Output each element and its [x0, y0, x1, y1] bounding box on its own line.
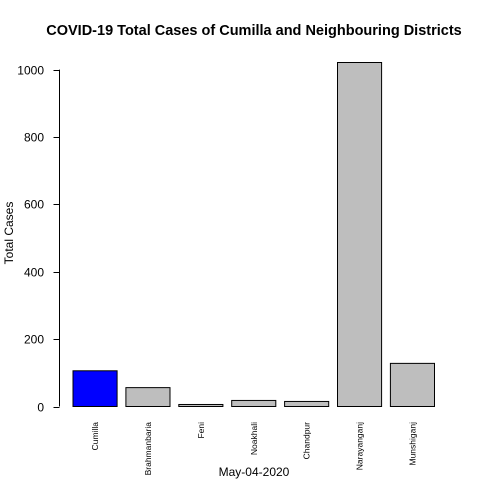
x-axis-label: May-04-2020 [219, 465, 290, 479]
y-tick-label: 800 [24, 131, 44, 145]
x-tick-label: Chandpur [302, 422, 312, 460]
bars [72, 62, 435, 408]
y-tick-label: 400 [24, 266, 44, 280]
y-tick-label: 600 [24, 198, 44, 212]
y-tick-label: 1000 [17, 64, 44, 78]
y-axis-label: Total Cases [2, 202, 16, 265]
x-tick-label: Feni [196, 422, 206, 439]
y-axis: 0 200 400 600 800 1000 [17, 64, 60, 415]
x-tick-label: Munshiganj [407, 422, 417, 466]
x-tick-label: Noakhali [249, 422, 259, 455]
bar-munshiganj [389, 362, 435, 407]
bar-cumilla [72, 370, 118, 408]
x-tick-label: Brahmanbaria [143, 422, 153, 476]
x-axis-labels: Cumilla Brahmanbaria Feni Noakhali Chandpur N… [90, 422, 417, 476]
y-tick-label: 200 [24, 333, 44, 347]
x-tick-label: Cumilla [90, 422, 100, 451]
bar-chandpur [284, 400, 330, 408]
y-tick-label: 0 [37, 401, 44, 415]
x-tick-label: Narayanganj [355, 422, 365, 470]
chart-title: COVID-19 Total Cases of Cumilla and Neig… [46, 23, 461, 39]
bar-brahmanbaria [125, 387, 171, 408]
bar-feni [178, 403, 224, 408]
bar-noakhali [231, 399, 277, 408]
bar-narayanganj [337, 62, 383, 407]
